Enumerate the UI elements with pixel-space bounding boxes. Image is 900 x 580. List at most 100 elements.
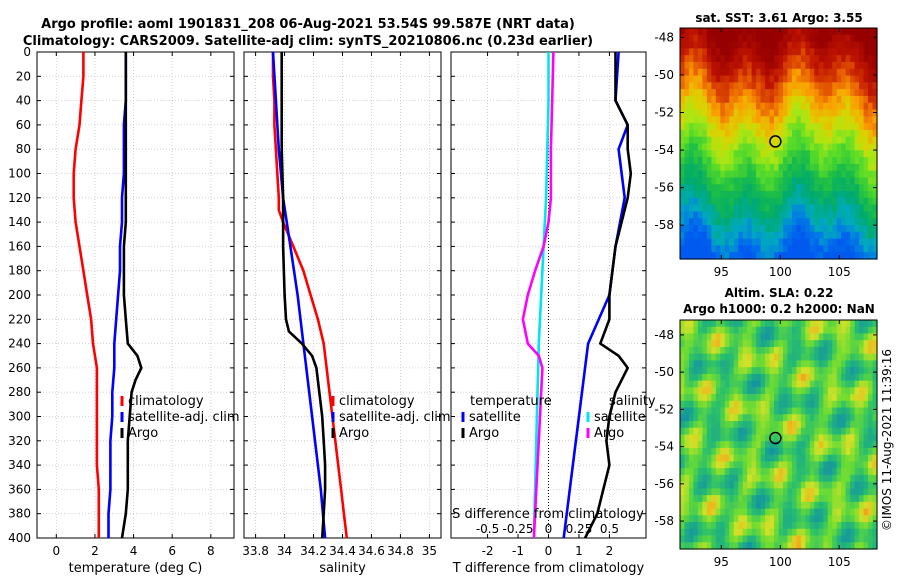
- map-cell: [796, 427, 802, 436]
- map-cell: [680, 387, 686, 395]
- map-cell: [841, 197, 847, 206]
- map-cell: [769, 495, 775, 503]
- map-cell: [684, 522, 690, 530]
- map-cell: [680, 515, 686, 523]
- map-cell: [760, 421, 766, 429]
- map-cell: [774, 225, 780, 233]
- map-cell: [796, 461, 802, 469]
- map-cell: [778, 225, 784, 233]
- map-cell: [738, 191, 744, 199]
- map-cell: [850, 461, 856, 469]
- map-cell: [688, 535, 695, 543]
- map-cell: [711, 501, 717, 510]
- map-cell: [841, 528, 847, 537]
- map-cell: [836, 400, 842, 409]
- map-cell: [836, 461, 842, 469]
- map-cell: [796, 197, 802, 206]
- map-cell: [774, 211, 780, 219]
- map-cell: [823, 454, 829, 463]
- map-cell: [680, 95, 686, 104]
- map-cell: [697, 102, 703, 111]
- map-cell: [787, 481, 793, 489]
- map-cell: [765, 245, 771, 253]
- map-cell: [778, 468, 784, 476]
- map-cell: [760, 461, 766, 469]
- map-cell: [854, 55, 860, 63]
- map-cell: [729, 143, 735, 151]
- map-cell: [854, 522, 860, 530]
- map-cell: [756, 326, 762, 335]
- map-cell: [715, 136, 721, 145]
- map-cell: [863, 346, 869, 355]
- map-cell: [702, 163, 708, 172]
- map-cell: [832, 515, 838, 523]
- map-cell: [756, 150, 762, 158]
- map-cell: [854, 468, 860, 476]
- map-cell: [823, 447, 829, 456]
- map-cell: [751, 184, 757, 192]
- map-cell: [751, 177, 757, 185]
- map-cell: [711, 238, 717, 247]
- map-cell: [729, 515, 735, 523]
- map-cell: [751, 34, 757, 43]
- map-cell: [818, 231, 824, 240]
- map-cell: [747, 225, 753, 233]
- map-cell: [814, 427, 820, 436]
- map-cell: [706, 82, 712, 90]
- map-cell: [751, 143, 757, 151]
- map-cell: [827, 177, 833, 185]
- map-cell: [706, 542, 712, 550]
- map-cell: [729, 367, 735, 375]
- map-cell: [791, 380, 798, 388]
- map-cell: [782, 407, 789, 415]
- map-cell: [765, 68, 771, 77]
- map-cell: [720, 542, 726, 550]
- map-cell: [760, 320, 766, 328]
- map-cell: [778, 55, 784, 63]
- map-cell: [702, 360, 708, 368]
- map-cell: [854, 157, 860, 165]
- map-cell: [733, 163, 739, 172]
- map-cell: [724, 360, 730, 368]
- x-axis-label: T difference from climatology: [452, 561, 645, 576]
- map-cell: [778, 41, 784, 49]
- map-cell: [868, 400, 874, 409]
- map-cell: [827, 373, 833, 382]
- map-cell: [845, 184, 851, 192]
- map-cell: [738, 55, 744, 63]
- map-cell: [841, 211, 847, 219]
- map-cell: [787, 55, 793, 63]
- map-cell: [832, 373, 838, 382]
- map-cell: [814, 197, 820, 206]
- map-cell: [680, 238, 686, 247]
- map-cell: [684, 454, 690, 463]
- map-cell: [729, 380, 735, 388]
- map-cell: [782, 150, 789, 158]
- map-cell: [827, 360, 833, 368]
- map-cell: [711, 346, 717, 355]
- map-cell: [832, 225, 838, 233]
- map-cell: [697, 143, 703, 151]
- map-cell: [769, 340, 775, 348]
- x-axis-label: temperature (deg C): [69, 561, 203, 576]
- map-cell: [800, 367, 806, 375]
- map-cell: [787, 82, 793, 90]
- map-cell: [791, 474, 798, 483]
- map-cell: [868, 441, 874, 449]
- map-cell: [863, 407, 869, 415]
- map-cell: [809, 191, 815, 199]
- map-cell: [729, 340, 735, 348]
- map-cell: [751, 380, 757, 388]
- map-cell: [697, 400, 703, 409]
- map-cell: [823, 474, 829, 483]
- map-cell: [800, 326, 806, 335]
- map-cell: [809, 95, 815, 104]
- map-cell: [680, 245, 686, 253]
- map-cell: [782, 421, 789, 429]
- map-cell: [765, 116, 771, 124]
- map-cell: [774, 373, 780, 382]
- map-cell: [688, 102, 695, 111]
- map-cell: [827, 163, 833, 172]
- map-cell: [697, 197, 703, 206]
- map-cell: [756, 542, 762, 550]
